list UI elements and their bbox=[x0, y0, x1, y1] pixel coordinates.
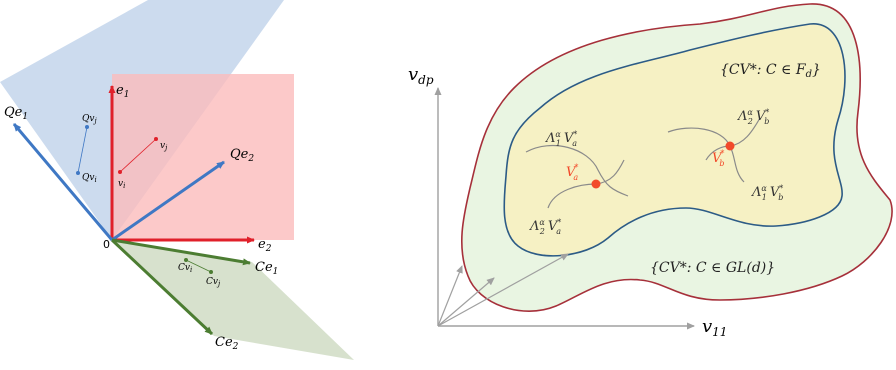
Qvi-label: Qvi bbox=[82, 173, 97, 184]
Cvj-point bbox=[209, 270, 213, 274]
Vb-label: V* b bbox=[712, 149, 725, 168]
e1-label: e1 bbox=[116, 83, 129, 100]
Ce2-axis bbox=[110, 238, 214, 336]
Fd-set-label: {CV*: C ∈ Fd} bbox=[720, 62, 821, 80]
Qe1-axis bbox=[12, 123, 114, 241]
Ce1-label: Ce1 bbox=[255, 260, 278, 277]
curve-a-lam1 bbox=[525, 144, 629, 197]
origin-label: 0 bbox=[103, 238, 110, 251]
Qe2-axis bbox=[111, 160, 225, 242]
lam2-Va-label: Λα 2 V* a bbox=[529, 218, 561, 236]
left-diagram: 0 e1 e2 Qe1 Qe2 Ce1 Ce2 vi vj Qvi Qvj bbox=[0, 0, 354, 360]
Qvj-point bbox=[85, 125, 89, 129]
Qe1-label: Qe1 bbox=[4, 105, 28, 122]
vi-point bbox=[118, 170, 122, 174]
Qvj-label: Qvj bbox=[82, 114, 97, 125]
Ce1-axis bbox=[111, 238, 251, 266]
inner-region-Fd bbox=[503, 23, 846, 257]
e2-label: e2 bbox=[258, 237, 272, 254]
Cvj-label: Cvj bbox=[206, 277, 221, 288]
diag-axis-1 bbox=[437, 265, 463, 327]
Qvi-Qvj-segment bbox=[77, 126, 88, 174]
Cvi-Cvj-segment bbox=[185, 259, 212, 273]
green-plane bbox=[112, 240, 354, 360]
Vb-point bbox=[725, 141, 735, 151]
Cvi-point bbox=[184, 258, 188, 262]
diag-axis-3 bbox=[437, 253, 569, 327]
Ce2-label: Ce2 bbox=[215, 335, 239, 352]
right-diagram: vdp v11 {CV*: C ∈ Fd} {CV*: C ∈ GL(d)} V… bbox=[408, 3, 893, 339]
diag-axis-2 bbox=[437, 277, 495, 327]
vi-label: vi bbox=[118, 179, 125, 190]
lam1-Va-label: Λα 1 V* a bbox=[545, 130, 577, 148]
Qe2-label: Qe2 bbox=[230, 147, 254, 164]
vj-point bbox=[154, 137, 158, 141]
vj-label: vj bbox=[160, 141, 168, 152]
red-plane bbox=[112, 74, 294, 240]
Va-point bbox=[591, 179, 601, 189]
Va-label: V* a bbox=[566, 163, 578, 182]
x-axis-label: v11 bbox=[702, 316, 727, 339]
y-axis-label: vdp bbox=[408, 64, 434, 87]
vi-vj-segment bbox=[119, 138, 157, 173]
lam2-Vb-label: Λα 2 V* b bbox=[737, 108, 769, 126]
Qvi-point bbox=[76, 171, 80, 175]
Cvi-label: Cvi bbox=[178, 263, 192, 274]
GL-set-label: {CV*: C ∈ GL(d)} bbox=[650, 260, 775, 276]
lam1-Vb-label: Λα 1 V* b bbox=[751, 184, 783, 202]
